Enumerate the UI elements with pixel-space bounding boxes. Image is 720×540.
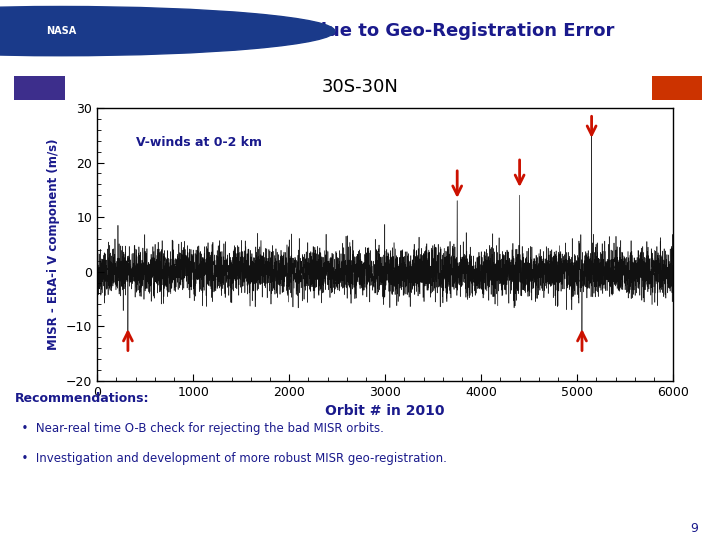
Text: •  Investigation and development of more robust MISR geo-registration.: • Investigation and development of more … — [14, 451, 447, 465]
Text: V-winds at 0-2 km: V-winds at 0-2 km — [135, 136, 261, 149]
Y-axis label: MISR - ERA-i V component (m/s): MISR - ERA-i V component (m/s) — [48, 139, 60, 350]
X-axis label: Orbit # in 2010: Orbit # in 2010 — [325, 404, 445, 418]
Text: NASA: NASA — [46, 26, 76, 36]
Text: Recommendations:: Recommendations: — [14, 392, 149, 406]
Text: •  Near-real time O-B check for rejecting the bad MISR orbits.: • Near-real time O-B check for rejecting… — [14, 422, 384, 435]
Text: Large Offsets Likely due to Geo-Registration Error: Large Offsets Likely due to Geo-Registra… — [106, 22, 614, 40]
Text: 30S-30N: 30S-30N — [322, 78, 398, 97]
Text: 9: 9 — [690, 522, 698, 535]
Circle shape — [0, 6, 335, 56]
